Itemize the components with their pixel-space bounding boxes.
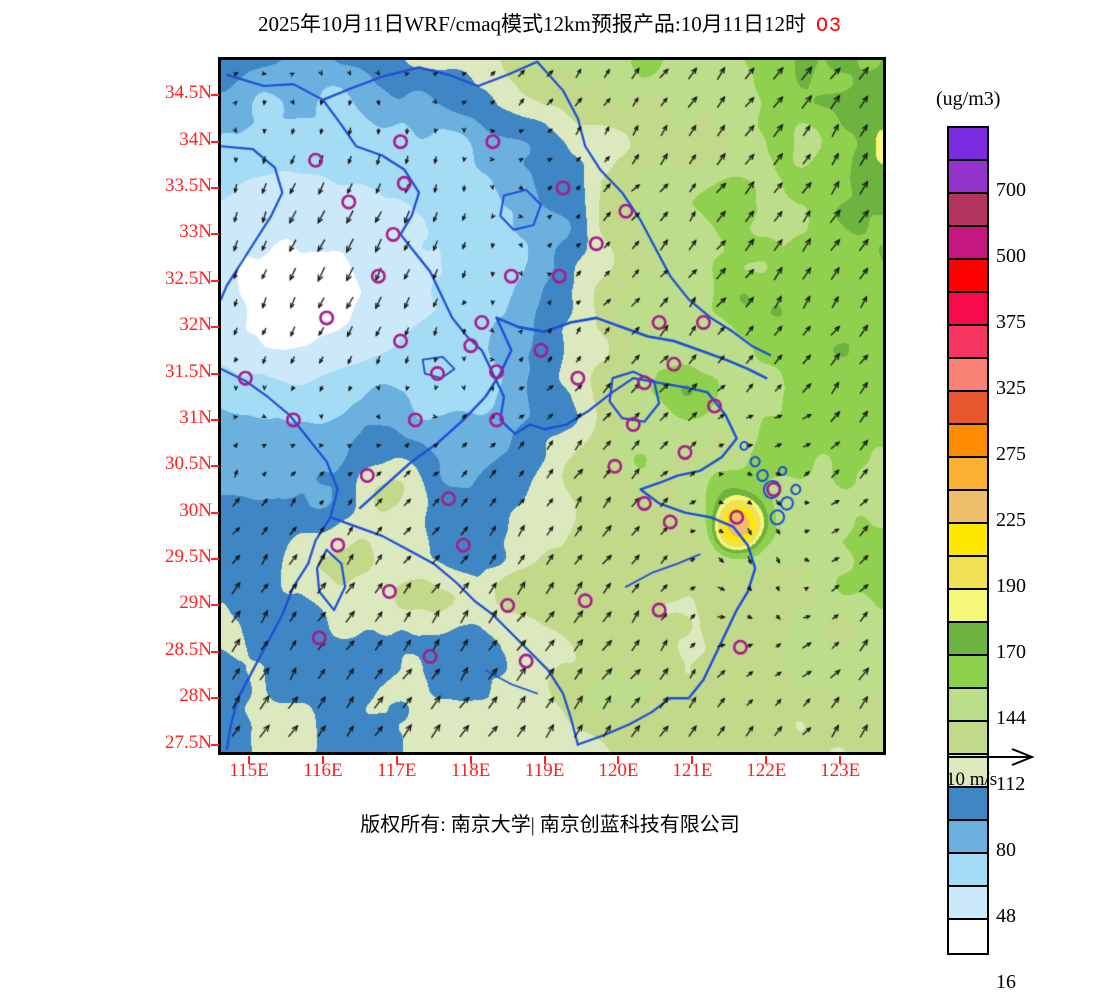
lon-tick-label: 120E bbox=[598, 760, 639, 781]
lat-tick-mark bbox=[211, 94, 219, 97]
colorbar-tick-label: 500 bbox=[996, 245, 1026, 267]
lon-tick-mark bbox=[395, 756, 398, 764]
lon-tick-mark bbox=[543, 756, 546, 764]
lat-tick-label: 32N bbox=[179, 314, 212, 336]
copyright-footer: 版权所有: 南京大学| 南京创蓝科技有限公司 bbox=[360, 814, 740, 836]
colorbar-tick-label: 112 bbox=[996, 773, 1026, 795]
colorbar-labels: 700 500 375 325 275 225 190 170 144 112 80 48 16 bbox=[996, 126, 1086, 993]
colorbar-tick-label: 170 bbox=[996, 641, 1026, 663]
colorbar-tick-label: 80 bbox=[996, 839, 1016, 861]
colorbar-band bbox=[949, 557, 987, 590]
colorbar-units: (ug/m3) bbox=[936, 88, 1001, 110]
colorbar-band bbox=[949, 161, 987, 194]
colorbar-tick-label: 375 bbox=[996, 311, 1026, 333]
arrow-right-icon bbox=[948, 748, 1035, 766]
lat-tick-label: 29N bbox=[179, 592, 212, 614]
lon-tick-mark bbox=[765, 756, 768, 764]
colorbar-band bbox=[949, 293, 987, 326]
lat-tick-label: 33N bbox=[179, 221, 212, 243]
colorbar-tick-label: 225 bbox=[996, 509, 1026, 531]
lat-tick-mark bbox=[211, 465, 219, 468]
title-text: 2025年10月11日WRF/cmaq模式12km预报产品:10月11日12时 bbox=[258, 12, 806, 36]
colorbar-band bbox=[949, 854, 987, 887]
colorbar-band bbox=[949, 623, 987, 656]
lat-tick-mark bbox=[211, 743, 219, 746]
lat-tick-label: 30N bbox=[179, 499, 212, 521]
colorbar-band bbox=[949, 194, 987, 227]
lat-tick-mark bbox=[211, 187, 219, 189]
lon-tick-label: 115E bbox=[229, 760, 269, 781]
colorbar-band bbox=[949, 392, 987, 425]
lon-tick-mark bbox=[321, 756, 324, 764]
lat-tick-label: 29.5N bbox=[165, 546, 212, 568]
lat-tick-mark bbox=[211, 604, 219, 607]
lon-tick-label: 116E bbox=[303, 760, 343, 781]
lon-tick-mark bbox=[691, 756, 694, 764]
colorbar-tick-label: 325 bbox=[996, 377, 1026, 399]
lat-tick-label: 31.5N bbox=[165, 360, 212, 382]
colorbar-band bbox=[949, 458, 987, 491]
wind-scale-legend: 10 m/s bbox=[946, 748, 1076, 791]
lat-tick-mark bbox=[211, 418, 219, 421]
colorbar-tick-label: 700 bbox=[996, 179, 1026, 201]
lat-tick-mark bbox=[211, 140, 219, 143]
lat-tick-label: 34.5N bbox=[165, 82, 212, 104]
colorbar-band bbox=[949, 920, 987, 953]
colorbar-band bbox=[949, 425, 987, 458]
wind-scale-label: 10 m/s bbox=[946, 769, 998, 790]
lon-tick-label: 118E bbox=[451, 760, 491, 781]
colorbar-band bbox=[949, 524, 987, 557]
lon-tick-label: 122E bbox=[746, 760, 787, 781]
lon-tick-mark bbox=[469, 756, 472, 764]
colorbar-band bbox=[949, 887, 987, 920]
pollutant-label: O3 bbox=[815, 15, 842, 38]
lat-tick-mark bbox=[211, 697, 219, 700]
lat-tick-mark bbox=[211, 233, 219, 236]
colorbar-band bbox=[949, 128, 987, 161]
lat-tick-label: 33.5N bbox=[165, 175, 212, 196]
lat-tick-label: 30.5N bbox=[165, 453, 212, 475]
lat-tick-label: 28N bbox=[179, 685, 212, 707]
lat-tick-label: 32.5N bbox=[165, 267, 212, 289]
colorbar-band bbox=[949, 359, 987, 392]
colorbar-band bbox=[949, 689, 987, 722]
colorbar-band bbox=[949, 590, 987, 623]
lon-tick-label: 123E bbox=[820, 760, 861, 781]
lon-tick-mark bbox=[839, 756, 842, 764]
colorbar-band bbox=[949, 227, 987, 260]
lat-tick-mark bbox=[211, 279, 219, 282]
colorbar-tick-label: 190 bbox=[996, 575, 1026, 597]
colorbar-band bbox=[949, 788, 987, 821]
lat-tick-mark bbox=[211, 372, 219, 375]
forecast-map[interactable] bbox=[218, 57, 886, 755]
lat-tick-label: 31N bbox=[179, 406, 212, 428]
lat-tick-label: 28.5N bbox=[165, 638, 212, 660]
page-title: 2025年10月11日WRF/cmaq模式12km预报产品:10月11日12时 O… bbox=[0, 8, 1100, 38]
lon-tick-label: 117E bbox=[377, 760, 417, 781]
lat-tick-mark bbox=[211, 558, 219, 561]
colorbar-tick-label: 275 bbox=[996, 443, 1026, 465]
colorbar-band bbox=[949, 326, 987, 359]
colorbar-band bbox=[949, 722, 987, 755]
colorbar-tick-label: 16 bbox=[996, 971, 1016, 993]
lat-tick-label: 27.5N bbox=[165, 731, 212, 753]
lon-tick-mark bbox=[248, 756, 251, 764]
colorbar-band bbox=[949, 491, 987, 524]
lon-tick-label: 119E bbox=[524, 760, 565, 781]
colorbar-band bbox=[949, 260, 987, 293]
lon-tick-mark bbox=[617, 756, 620, 764]
lon-tick-label: 121E bbox=[672, 760, 713, 781]
lat-tick-mark bbox=[211, 326, 219, 329]
colorbar-tick-label: 48 bbox=[996, 905, 1016, 927]
colorbar-band bbox=[949, 656, 987, 689]
lat-tick-mark bbox=[211, 650, 219, 653]
colorbar-band bbox=[949, 755, 987, 788]
map-canvas[interactable] bbox=[221, 60, 883, 752]
lat-tick-label: 34N bbox=[179, 128, 212, 150]
colorbar-tick-label: 144 bbox=[996, 707, 1026, 729]
lat-tick-mark bbox=[211, 511, 219, 514]
